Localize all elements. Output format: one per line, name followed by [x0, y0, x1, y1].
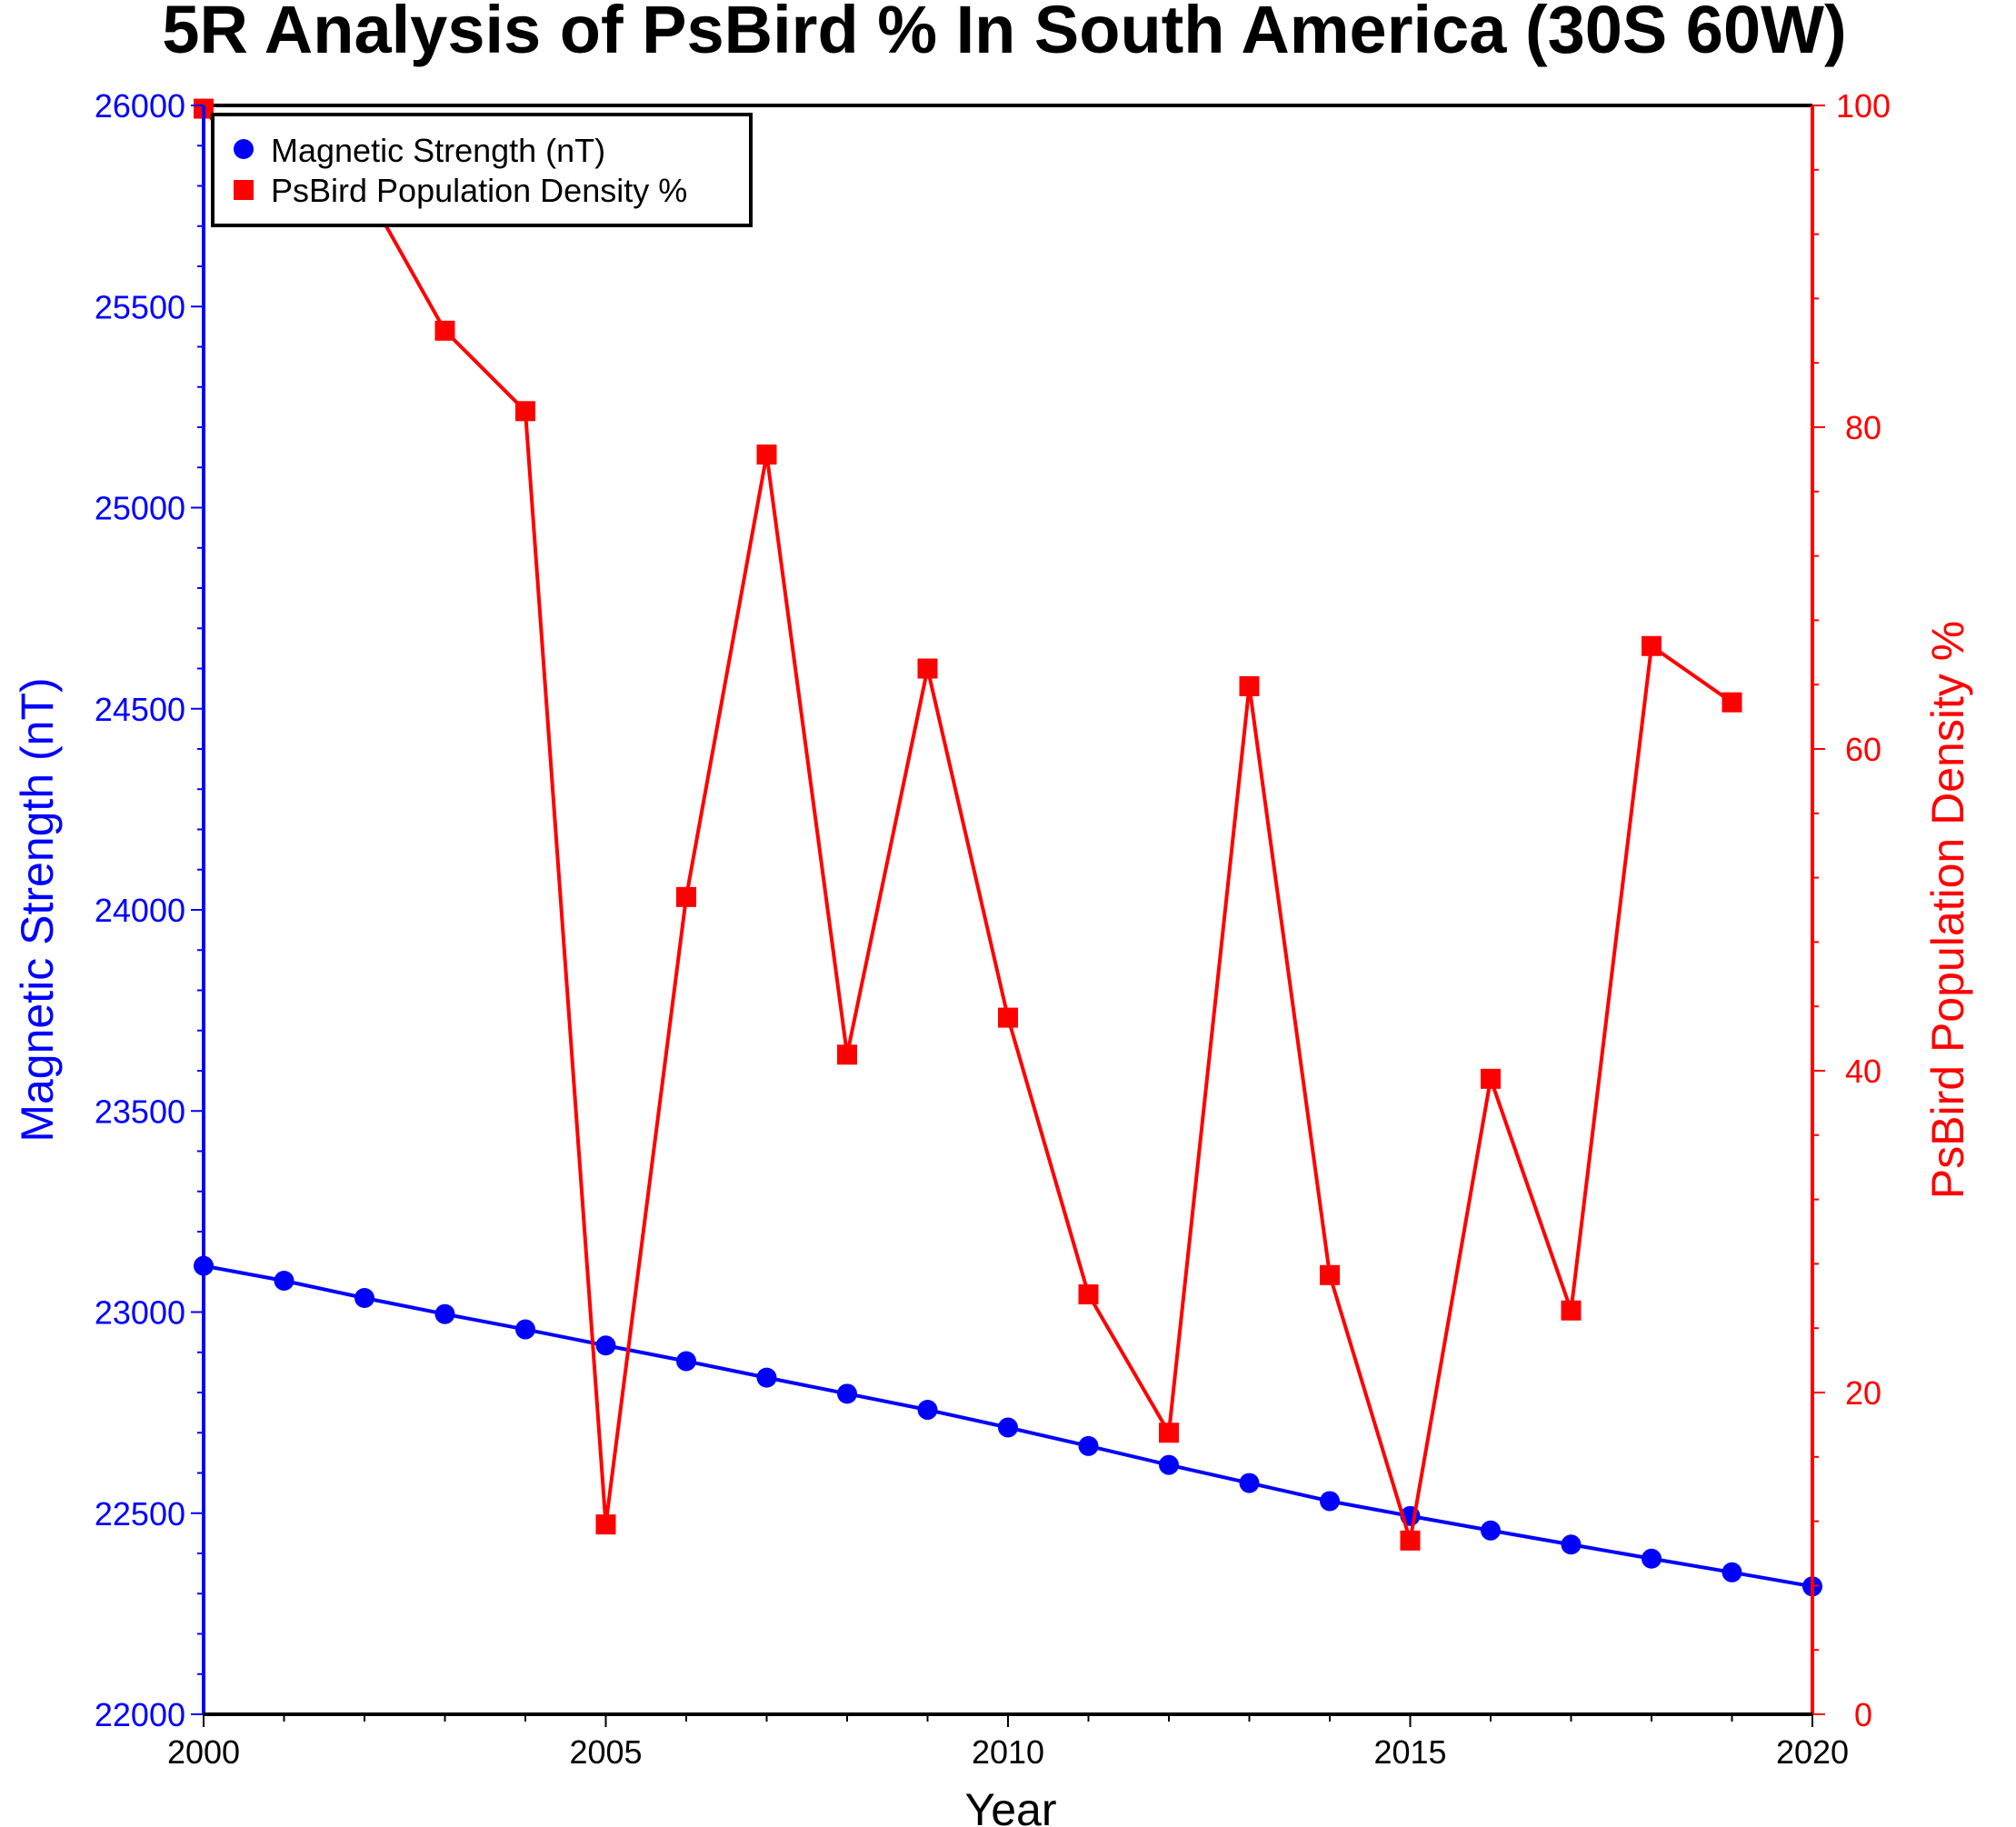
data-point [917, 1400, 938, 1421]
data-point [1239, 675, 1260, 696]
right-tick-label: 40 [1845, 1053, 1881, 1090]
data-point [434, 1303, 455, 1324]
data-point [1159, 1454, 1179, 1475]
left-tick-label: 22000 [95, 1696, 185, 1733]
data-point [1642, 635, 1662, 656]
legend-square-marker [234, 180, 254, 200]
left-tick-label: 23000 [95, 1294, 185, 1332]
x-axis-label: Year [964, 1784, 1056, 1827]
legend-label-psbird-density: PsBird Population Density % [271, 172, 687, 209]
right-tick-label: 100 [1836, 87, 1891, 125]
data-point [1642, 1548, 1662, 1569]
legend-box [211, 113, 753, 227]
left-tick-label: 25500 [95, 288, 185, 325]
x-tick-label: 2020 [1776, 1733, 1849, 1771]
data-point [1159, 1423, 1179, 1443]
right-y-axis-label: PsBird Population Density % [1922, 621, 1973, 1199]
left-tick-label: 23500 [95, 1093, 185, 1130]
data-point [515, 401, 535, 422]
legend-label-magnetic-strength: Magnetic Strength (nT) [271, 132, 605, 169]
legend: Magnetic Strength (nT) PsBird Population… [211, 113, 753, 227]
data-point [1561, 1300, 1582, 1321]
data-point [1078, 1284, 1099, 1305]
series-layer [194, 98, 1822, 1597]
data-point [434, 320, 455, 341]
data-point [998, 1417, 1018, 1438]
left-tick-label: 24000 [95, 892, 185, 929]
right-tick-label: 20 [1845, 1374, 1881, 1412]
data-point [1239, 1473, 1260, 1493]
x-tick-label: 2005 [569, 1733, 642, 1771]
right-y-axis: 0 20 40 60 80 100 [1811, 87, 1891, 1733]
data-point [1561, 1534, 1582, 1555]
left-y-axis: 22000 22500 23000 23500 24000 24500 25000 25500… [95, 87, 205, 1733]
left-y-axis-label: Magnetic Strength (nT) [12, 677, 63, 1142]
data-point [1320, 1264, 1340, 1285]
data-point [354, 1288, 374, 1309]
x-axis: 2000 2005 2010 2015 2020 [167, 1712, 1849, 1771]
series-1 [194, 98, 1742, 1551]
series-line [202, 107, 1733, 1542]
data-point [676, 886, 696, 907]
data-point [1400, 1530, 1421, 1551]
data-point [756, 444, 777, 465]
data-point [837, 1383, 857, 1404]
data-point [1078, 1435, 1099, 1456]
data-point [595, 1514, 616, 1535]
data-point [595, 1335, 616, 1356]
legend-circle-marker [234, 139, 254, 159]
data-point [1722, 1562, 1742, 1582]
x-tick-label: 2010 [972, 1733, 1044, 1771]
data-point [756, 1367, 777, 1388]
left-tick-label: 22500 [95, 1495, 185, 1532]
series-0 [194, 1255, 1822, 1597]
data-point [1722, 692, 1742, 713]
x-tick-label: 2015 [1373, 1733, 1446, 1771]
x-tick-label: 2000 [167, 1733, 240, 1771]
data-point [1481, 1520, 1501, 1541]
left-tick-label: 26000 [95, 87, 185, 125]
chart-title: 5R Analysis of PsBird % In South America… [162, 0, 1846, 67]
data-point [515, 1319, 535, 1340]
data-point [1320, 1491, 1340, 1512]
data-point [837, 1044, 857, 1065]
right-tick-label: 60 [1845, 731, 1881, 768]
left-tick-label: 24500 [95, 691, 185, 728]
data-point [274, 1270, 294, 1291]
left-tick-label: 25000 [95, 490, 185, 527]
data-point [676, 1351, 696, 1372]
data-point [917, 658, 938, 679]
right-tick-label: 0 [1854, 1696, 1872, 1733]
right-tick-label: 80 [1845, 409, 1881, 446]
data-point [998, 1007, 1018, 1028]
data-point [1481, 1068, 1501, 1089]
